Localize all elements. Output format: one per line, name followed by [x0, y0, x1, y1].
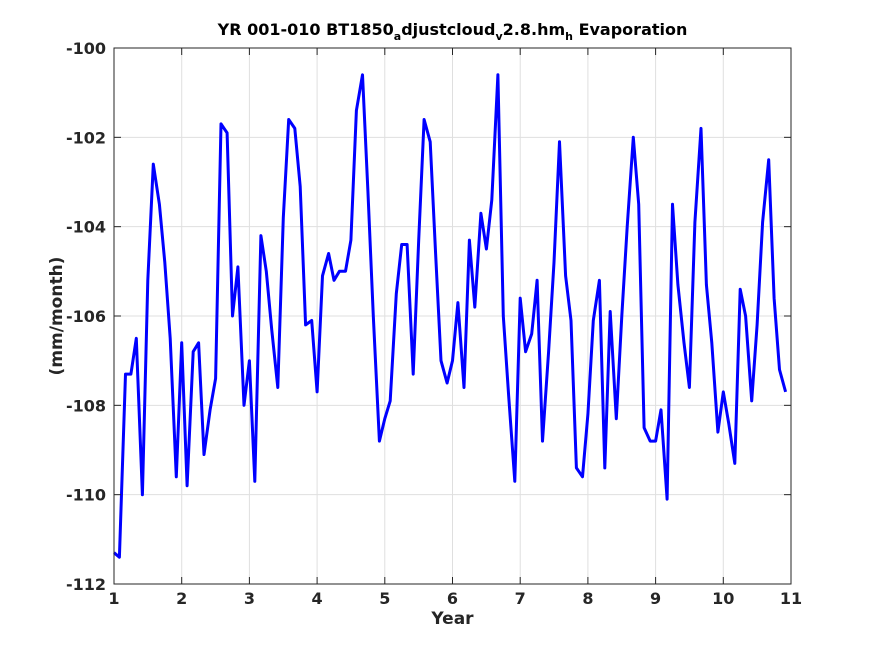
x-tick-label: 1 — [108, 589, 119, 608]
title-segment: 2.8.hm — [503, 20, 565, 39]
series-line — [113, 73, 788, 559]
title-subscript: h — [565, 30, 573, 43]
y-tick-labels: -112 -110 -108 -106 -104 -102 -100 — [66, 39, 106, 594]
title-subscript: a — [394, 30, 401, 43]
y-tick-label: -102 — [66, 128, 106, 147]
x-tick-label: 11 — [780, 589, 802, 608]
y-axis-label: (mm/month) — [47, 257, 67, 376]
x-tick-label: 10 — [712, 589, 734, 608]
y-tick-label: -104 — [66, 218, 106, 237]
x-tick-label: 8 — [582, 589, 593, 608]
title-segment: Evaporation — [573, 20, 687, 39]
x-tick-label: 2 — [176, 589, 187, 608]
x-tick-label: 5 — [379, 589, 390, 608]
x-tick-labels: 1 2 3 4 5 6 7 8 9 10 11 — [108, 589, 802, 608]
x-tick-label: 3 — [244, 589, 255, 608]
series-layer — [113, 73, 788, 559]
y-tick-label: -106 — [66, 307, 106, 326]
x-tick-label: 9 — [650, 589, 661, 608]
x-tick-label: 7 — [515, 589, 526, 608]
title-subscript: v — [496, 30, 504, 43]
y-tick-label: -100 — [66, 39, 106, 58]
x-axis-label: Year — [430, 609, 474, 629]
y-tick-label: -110 — [66, 486, 106, 505]
title-segment: YR 001-010 BT1850 — [217, 20, 394, 39]
title-segment: djustcloud — [401, 20, 495, 39]
y-tick-label: -108 — [66, 396, 106, 415]
tick-marks — [113, 47, 792, 585]
x-tick-label: 6 — [447, 589, 458, 608]
x-tick-label: 4 — [312, 589, 323, 608]
y-tick-label: -112 — [66, 575, 106, 594]
chart-title: YR 001-010 BT1850adjustcloudv2.8.hmh Eva… — [217, 20, 688, 43]
